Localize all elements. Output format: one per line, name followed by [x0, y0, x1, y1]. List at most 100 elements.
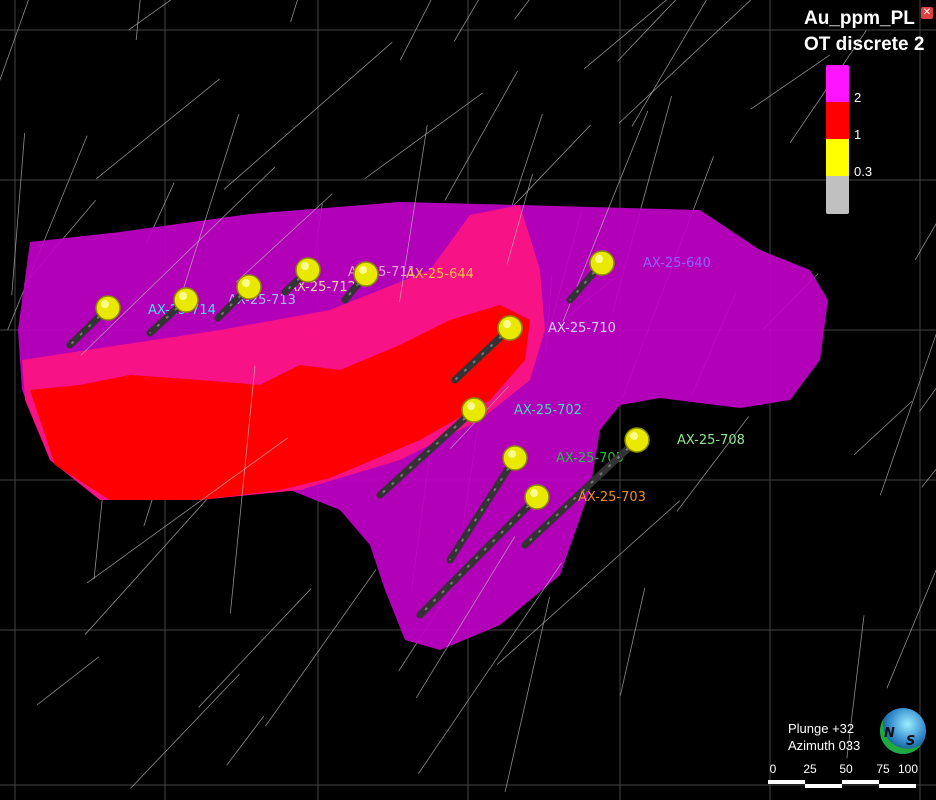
legend-title-line2: OT discrete 2 [804, 34, 925, 55]
drillhole-ax-25-712[interactable]: AX-25-712 [214, 274, 356, 322]
drillhole-intervals [569, 262, 603, 301]
collar-sphere-icon[interactable] [589, 250, 615, 276]
collar-sphere-icon[interactable] [236, 274, 262, 300]
drill-trace [562, 110, 649, 322]
legend-swatch-0-3 [826, 139, 849, 176]
collar-sphere-icon[interactable] [173, 287, 199, 313]
drill-trace [415, 536, 516, 699]
drill-trace [36, 656, 100, 706]
drill-trace [174, 113, 240, 315]
drill-trace [226, 715, 265, 766]
collar-sphere-icon[interactable] [624, 427, 650, 453]
collar-sphere-icon[interactable] [502, 445, 528, 471]
drill-trace [364, 92, 484, 179]
foreground-drill-traces [11, 0, 936, 774]
drill-trace [676, 416, 750, 512]
collar-highlight [467, 402, 475, 410]
scale-segment [879, 784, 916, 788]
collar-sphere-icon[interactable] [461, 397, 487, 423]
collar-highlight [179, 292, 187, 300]
close-icon[interactable]: ✕ [921, 7, 933, 19]
drill-trace [80, 166, 276, 356]
drillhole-ax-25-710[interactable]: AX-25-710 [451, 315, 616, 384]
drillhole-label[interactable]: AX-25-640 [643, 256, 711, 271]
compass-globe-icon[interactable]: N S [880, 708, 926, 754]
drillhole-ax-25-708[interactable]: AX-25-708 [521, 427, 745, 549]
drillhole-label[interactable]: AX-25-705 [556, 451, 624, 466]
drill-trace [135, 0, 141, 41]
shell-high-grade [30, 305, 530, 500]
drill-trace [0, 0, 29, 82]
collar-highlight [242, 279, 250, 287]
collar-sphere-icon[interactable] [524, 484, 550, 510]
drillhole-ax-25-644[interactable]: AX-25-644 [341, 261, 474, 304]
south-label: S [906, 734, 916, 749]
drillhole-label[interactable]: AX-25-703 [578, 490, 646, 505]
drillhole-ax-25-702[interactable]: AX-25-702 [376, 397, 582, 499]
drill-trace [506, 173, 533, 265]
drillhole-intervals [217, 286, 250, 319]
orientation-readout: Plunge +32 Azimuth 033 [788, 720, 860, 754]
north-label: N [884, 726, 895, 741]
legend-swatch-1 [826, 102, 849, 139]
drillhole-label[interactable]: AX-25-710 [548, 321, 616, 336]
drillhole-label[interactable]: AX-25-708 [677, 433, 745, 448]
drill-trace [583, 0, 667, 70]
drill-trace [11, 132, 26, 296]
collar-highlight [101, 300, 109, 308]
drillhole-ax-25-705[interactable]: AX-25-705 [446, 445, 624, 564]
drill-trace [399, 0, 432, 61]
drill-trace [514, 0, 530, 20]
drill-trace [886, 569, 936, 689]
drill-trace [95, 78, 220, 180]
scale-segment [805, 784, 842, 788]
legend-title-line1: Au_ppm_PL [804, 8, 915, 29]
drillhole-ax-25-703[interactable]: AX-25-703 [416, 484, 646, 619]
collar-sphere-icon[interactable] [95, 295, 121, 321]
scale-tick: 25 [803, 762, 817, 776]
drill-trace [7, 135, 88, 330]
collar-sphere-icon[interactable] [295, 257, 321, 283]
drill-trace [750, 54, 831, 110]
drill-trace [128, 0, 172, 31]
collar-highlight [301, 262, 309, 270]
drillhole-label[interactable]: AX-25-702 [514, 403, 582, 418]
drill-trace [223, 41, 393, 190]
collar-sphere-icon[interactable] [353, 261, 379, 287]
legend-title: Au_ppm_PL OT discrete 2 [804, 6, 932, 58]
plunge-text: Plunge +32 [788, 721, 855, 736]
drill-trace [198, 588, 312, 708]
drillholes[interactable]: AX-25-714AX-25-713AX-25-712AX-25-711AX-2… [66, 250, 745, 619]
drill-trace [853, 400, 913, 456]
azimuth-text: Azimuth 033 [788, 738, 861, 753]
drill-trace [919, 387, 936, 412]
drill-trace [87, 437, 288, 584]
collar-highlight [595, 255, 603, 263]
drillhole-ax-25-640[interactable]: AX-25-640 [566, 250, 711, 304]
drill-trace [235, 193, 333, 283]
collar-sphere-icon[interactable] [497, 315, 523, 341]
scale-segment [768, 780, 805, 784]
drill-trace [914, 223, 936, 261]
drill-trace [265, 569, 377, 727]
legend-swatch-below [826, 176, 849, 214]
drillhole-label[interactable]: AX-25-712 [288, 280, 356, 295]
drill-trace [618, 0, 752, 124]
drillhole-trace [376, 406, 478, 499]
scale-tick: 50 [839, 762, 853, 776]
drillhole-intervals [69, 307, 109, 346]
drill-trace [496, 500, 681, 665]
drill-trace [130, 673, 240, 789]
drill-trace [879, 333, 936, 496]
legend-panel: Au_ppm_PL OT discrete 2 ✕ 2 1 0.3 [804, 6, 933, 214]
drill-trace [444, 70, 518, 201]
drill-trace [619, 587, 646, 696]
drillhole-label[interactable]: AX-25-644 [406, 267, 474, 282]
collar-highlight [359, 266, 367, 274]
drill-trace [229, 365, 256, 614]
drill-trace [631, 0, 707, 127]
collar-highlight [530, 489, 538, 497]
drill-trace [921, 468, 936, 488]
